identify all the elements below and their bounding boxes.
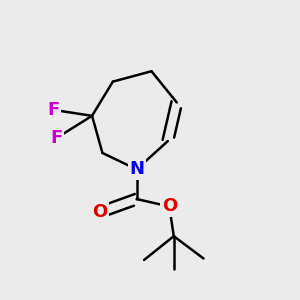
- Text: F: F: [50, 129, 62, 147]
- Text: N: N: [129, 160, 144, 178]
- Text: O: O: [162, 197, 177, 215]
- Text: F: F: [47, 101, 59, 119]
- Text: O: O: [92, 203, 107, 221]
